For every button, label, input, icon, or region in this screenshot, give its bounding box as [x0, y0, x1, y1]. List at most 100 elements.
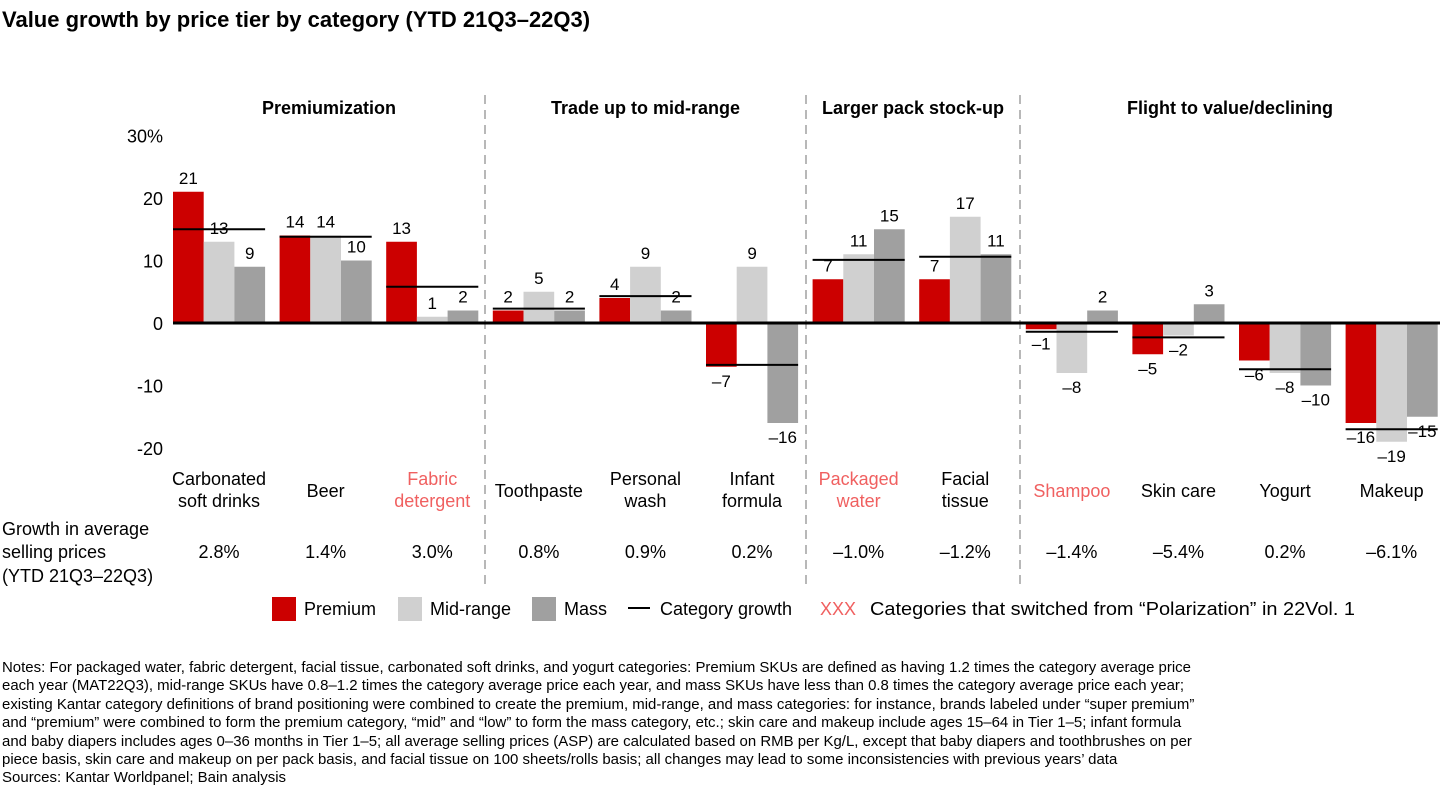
asp-value: 0.2%	[732, 542, 773, 562]
bar-premium	[1345, 323, 1377, 423]
bar-premium	[279, 235, 311, 323]
y-tick-label: 30%	[127, 127, 163, 147]
bar-mid-range	[203, 241, 235, 323]
value-label: –5	[1138, 359, 1157, 378]
legend-label-mass: Mass	[564, 599, 607, 619]
y-tick-label: 20	[143, 189, 163, 209]
category-label: detergent	[394, 491, 470, 511]
value-label: 4	[610, 275, 619, 294]
bar-premium	[1025, 323, 1057, 330]
bar-mass	[1087, 310, 1118, 323]
asp-label-line: Growth in average	[2, 519, 149, 539]
value-label: 11	[987, 231, 1005, 250]
category-label: Personal	[610, 469, 681, 489]
bar-mass	[554, 310, 585, 323]
asp-value: –1.4%	[1046, 542, 1097, 562]
value-label: 5	[534, 269, 543, 288]
category-label: wash	[623, 491, 666, 511]
sources-line: Sources: Kantar Worldpanel; Bain analysi…	[2, 769, 287, 787]
value-label: 1	[428, 294, 437, 313]
value-label: 15	[880, 206, 899, 225]
value-label: –8	[1276, 378, 1295, 397]
bar-mass	[341, 260, 372, 323]
bar-mass	[1300, 323, 1332, 386]
value-label: 2	[458, 288, 467, 307]
bar-mid-range	[310, 235, 341, 323]
bar-premium	[706, 323, 737, 367]
section-headers: Premiumization Trade up to mid-range Large…	[262, 98, 1333, 118]
legend-label-premium: Premium	[304, 599, 376, 619]
asp-value: –1.0%	[833, 542, 884, 562]
legend-label-growth: Category growth	[660, 599, 792, 619]
bar-mass	[447, 310, 479, 323]
value-label: 2	[1098, 288, 1107, 307]
bars	[173, 191, 1438, 442]
value-label: 9	[747, 244, 756, 263]
value-label: 10	[347, 238, 366, 257]
category-label: Beer	[307, 481, 345, 501]
category-label: Packaged	[819, 469, 899, 489]
value-label: 14	[316, 213, 335, 232]
category-label: water	[836, 491, 881, 511]
category-label: formula	[722, 491, 783, 511]
value-label: –2	[1169, 341, 1188, 360]
value-label: 7	[930, 256, 939, 275]
value-label: 9	[245, 244, 254, 263]
chart: Value growth by price tier by category (…	[2, 7, 1440, 621]
category-label: soft drinks	[178, 491, 260, 511]
bar-mid-range	[1163, 323, 1194, 336]
bar-premium	[812, 279, 844, 323]
bar-mass	[660, 310, 692, 323]
bar-premium	[599, 298, 631, 323]
category-label: Skin care	[1141, 481, 1216, 501]
section-header: Premiumization	[262, 98, 396, 118]
value-label: 13	[392, 219, 411, 238]
bar-mid-range	[736, 266, 768, 323]
category-label: Shampoo	[1033, 481, 1110, 501]
category-growth-lines	[173, 228, 1438, 431]
bar-mid-range	[416, 316, 448, 323]
chart-title: Value growth by price tier by category (…	[2, 7, 590, 32]
value-label: –16	[769, 428, 797, 447]
value-label: 11	[850, 231, 868, 250]
y-tick-label: 10	[143, 252, 163, 272]
value-label: –10	[1302, 391, 1330, 410]
asp-value: 0.9%	[625, 542, 666, 562]
y-tick-label: -10	[137, 377, 163, 397]
notes: Notes: For packaged water, fabric deterg…	[2, 659, 1438, 788]
category-label: Yogurt	[1259, 481, 1310, 501]
asp-value: 0.8%	[518, 542, 559, 562]
section-header: Flight to value/declining	[1127, 98, 1333, 118]
value-label: 2	[565, 288, 574, 307]
value-label: 13	[210, 219, 229, 238]
value-label: –6	[1245, 366, 1264, 385]
notes-line: each year (MAT22Q3), mid-range SKUs have…	[2, 677, 1185, 695]
legend-label-mid: Mid-range	[430, 599, 511, 619]
bar-premium	[386, 241, 417, 323]
bar-mass	[1407, 323, 1438, 417]
value-label: 3	[1204, 281, 1213, 300]
category-label: Fabric	[407, 469, 457, 489]
asp-label-line: selling prices	[2, 542, 106, 562]
category-label: Makeup	[1360, 481, 1424, 501]
category-label: tissue	[942, 491, 989, 511]
bar-mass	[767, 323, 799, 423]
y-axis: 30% 20 10 0 -10 -20	[127, 127, 163, 460]
value-label: 2	[503, 288, 512, 307]
section-dividers	[484, 95, 1021, 585]
asp-value: 3.0%	[412, 542, 453, 562]
value-label: 17	[956, 194, 975, 213]
asp-value: 2.8%	[199, 542, 240, 562]
bar-mid-range	[523, 291, 555, 323]
category-label: Facial	[941, 469, 989, 489]
category-label: Infant	[730, 469, 775, 489]
asp-value: –5.4%	[1153, 542, 1204, 562]
notes-line: and “premium” were combined to form the …	[2, 714, 1182, 732]
value-label: –8	[1062, 378, 1081, 397]
legend-switched-text: Categories that switched from “Polarizat…	[870, 599, 1355, 619]
bar-mass	[1193, 304, 1225, 323]
bar-premium	[492, 310, 524, 323]
value-label: 14	[285, 213, 304, 232]
